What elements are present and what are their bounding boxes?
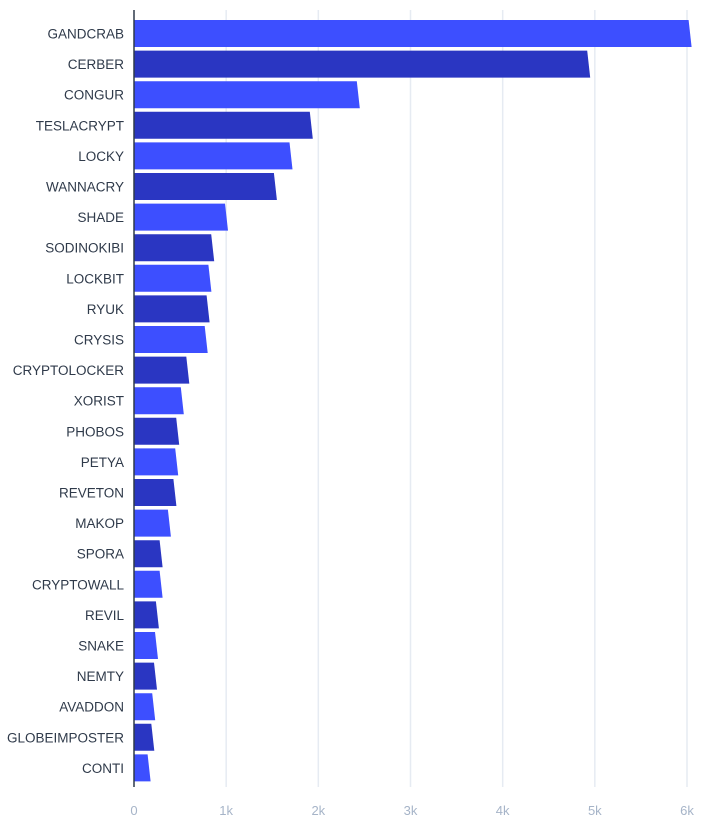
category-label-teslacrypt: TESLACRYPT xyxy=(36,118,124,133)
bar-petya xyxy=(134,448,179,476)
x-tick-label: 6k xyxy=(680,803,694,818)
category-label-cryptowall: CRYPTOWALL xyxy=(32,577,125,592)
bar-gandcrab xyxy=(134,20,692,47)
bar-congur xyxy=(134,81,360,109)
x-tick-label: 2k xyxy=(311,803,325,818)
category-label-conti: CONTI xyxy=(82,761,124,776)
category-label-ryuk: RYUK xyxy=(87,302,124,317)
bar-wannacry xyxy=(134,173,277,200)
category-label-sodinokibi: SODINOKIBI xyxy=(45,241,124,256)
bar-conti xyxy=(134,754,151,782)
bar-cryptowall xyxy=(134,570,163,598)
bar-reveton xyxy=(134,479,177,506)
bar-makop xyxy=(134,509,171,537)
x-tick-label: 4k xyxy=(496,803,510,818)
category-label-spora: SPORA xyxy=(77,547,124,562)
bar-revil xyxy=(134,601,159,629)
bar-spora xyxy=(134,540,163,568)
category-label-xorist: XORIST xyxy=(74,394,124,409)
category-label-reveton: REVETON xyxy=(59,486,124,501)
x-tick-label: 3k xyxy=(404,803,418,818)
category-label-lockbit: LOCKBIT xyxy=(66,271,124,286)
bar-nemty xyxy=(134,662,157,690)
category-label-congur: CONGUR xyxy=(64,88,124,103)
bar-crysis xyxy=(134,326,208,353)
grid-lines xyxy=(225,10,688,787)
bar-locky xyxy=(134,142,293,170)
category-label-wannacry: WANNACRY xyxy=(46,180,124,195)
category-label-petya: PETYA xyxy=(81,455,124,470)
category-label-revil: REVIL xyxy=(85,608,125,623)
bar-cryptolocker xyxy=(134,356,190,384)
category-label-nemty: NEMTY xyxy=(77,669,124,684)
bar-cerber xyxy=(134,50,591,78)
x-axis-ticks: 0 1k 2k 3k 4k 5k 6k xyxy=(130,803,694,818)
category-label-gandcrab: GANDCRAB xyxy=(47,27,124,42)
category-label-cerber: CERBER xyxy=(68,57,125,72)
category-label-crysis: CRYSIS xyxy=(74,333,124,348)
bar-xorist xyxy=(134,387,184,415)
bar-lockbit xyxy=(134,264,212,292)
category-labels: GANDCRAB CERBER CONGUR TESLACRYPT LOCKY WANNA… xyxy=(7,27,125,776)
x-tick-label: 1k xyxy=(219,803,233,818)
category-label-makop: MAKOP xyxy=(75,516,124,531)
x-tick-label: 5k xyxy=(588,803,602,818)
category-label-shade: SHADE xyxy=(77,210,124,225)
category-label-snake: SNAKE xyxy=(78,639,124,654)
category-label-phobos: PHOBOS xyxy=(66,424,124,439)
category-label-locky: LOCKY xyxy=(78,149,124,164)
category-label-cryptolocker: CRYPTOLOCKER xyxy=(13,363,125,378)
category-label-globeimposter: GLOBEIMPOSTER xyxy=(7,730,124,745)
bar-globeimposter xyxy=(134,723,155,751)
category-label-avaddon: AVADDON xyxy=(59,700,124,715)
bar-teslacrypt xyxy=(134,111,313,139)
bars xyxy=(134,20,692,782)
x-tick-label: 0 xyxy=(130,803,137,818)
bar-snake xyxy=(134,632,158,659)
bar-phobos xyxy=(134,417,180,445)
bar-avaddon xyxy=(134,693,156,721)
bar-sodinokibi xyxy=(134,234,215,262)
bar-shade xyxy=(134,203,228,231)
bar-ryuk xyxy=(134,295,210,323)
